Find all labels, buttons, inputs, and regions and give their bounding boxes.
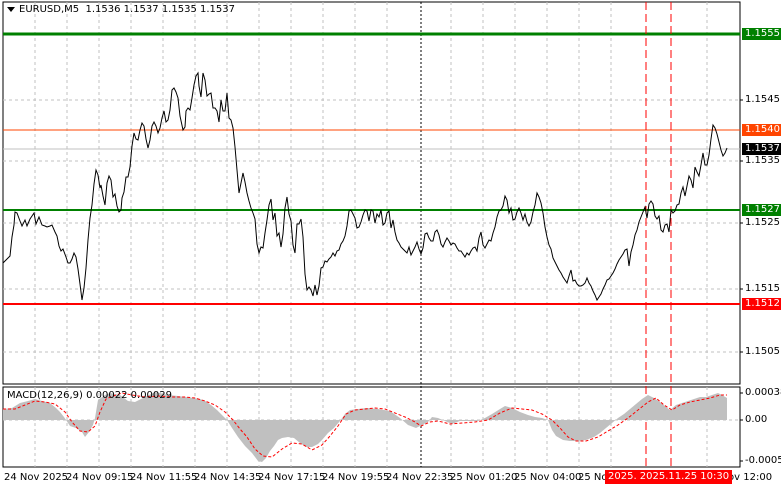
main-plot-frame xyxy=(2,1,741,385)
level-tag-1527: 1.1527 xyxy=(742,204,781,216)
price-tick-1535: 1.1535 xyxy=(745,155,780,166)
price-line xyxy=(2,71,728,302)
price-tick-1515: 1.1515 xyxy=(745,283,780,294)
price-tick-1525: 1.1525 xyxy=(745,217,780,228)
time-label: 24 Nov 11:55 xyxy=(130,472,198,483)
crosshair-time-highlight: 2025. 2025.11.25 10:30 xyxy=(605,470,733,484)
level-tag-1540: 1.1540 xyxy=(742,124,781,136)
level-tag-1512: 1.1512 xyxy=(742,298,781,310)
price-tick-1505: 1.1505 xyxy=(745,346,780,357)
ohlc-values: 1.1536 1.1537 1.1535 1.1537 xyxy=(85,4,235,15)
current-price-tag: 1.1537 xyxy=(742,143,781,155)
price-axis-ticks xyxy=(740,99,743,462)
time-label: 24 Nov 19:55 xyxy=(322,472,390,483)
macd-histogram xyxy=(3,392,727,462)
chart-title[interactable]: EURUSD,M5 1.1536 1.1537 1.1535 1.1537 xyxy=(7,4,235,15)
time-label: 24 Nov 14:35 xyxy=(194,472,262,483)
price-tick-1545: 1.1545 xyxy=(745,94,780,105)
time-label: 5 Nov 12:00 xyxy=(711,472,773,483)
time-label: 24 Nov 2025 xyxy=(4,472,69,483)
time-label: 25 Nov xyxy=(578,472,614,483)
macd-signal-line xyxy=(3,392,727,458)
macd-tick-max: 0.00038 xyxy=(745,387,781,398)
time-label: 24 Nov 17:15 xyxy=(258,472,326,483)
macd-tick-zero: 0.00 xyxy=(745,414,768,425)
level-tag-1555: 1.1555 xyxy=(742,28,781,40)
dropdown-triangle-icon[interactable] xyxy=(7,6,15,12)
symbol-timeframe: EURUSD,M5 xyxy=(19,4,80,15)
time-label: 25 Nov 01:20 xyxy=(450,472,518,483)
time-label: 25 Nov 04:00 xyxy=(514,472,582,483)
macd-tick-min: -0.00056 xyxy=(745,455,781,466)
time-label: 24 Nov 09:15 xyxy=(66,472,134,483)
time-label: 24 Nov 22:35 xyxy=(386,472,454,483)
macd-indicator-title[interactable]: MACD(12,26,9) 0.00022 0.00029 xyxy=(7,390,173,401)
